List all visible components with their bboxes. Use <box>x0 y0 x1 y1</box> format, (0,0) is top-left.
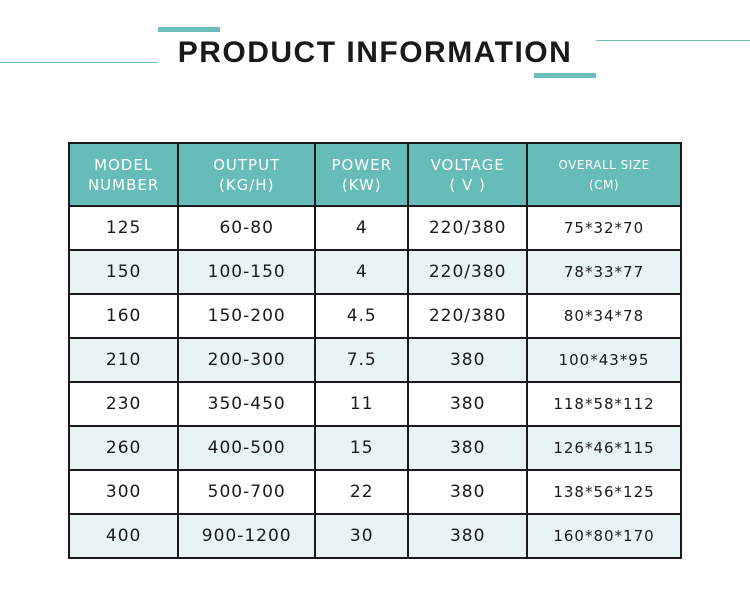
column-header: OUTPUT (KG/H) <box>177 142 317 207</box>
table-row: 260 400-500 15 380 126*46*115 <box>67 425 683 471</box>
table-cell: 400 <box>67 513 180 559</box>
table-cell: 100-150 <box>177 249 317 295</box>
decor-line <box>596 40 750 41</box>
table-cell: 160 <box>67 293 180 339</box>
table-cell: 900-1200 <box>177 513 317 559</box>
header-line: (KW) <box>341 175 382 194</box>
table-row: 150 100-150 4 220/380 78*33*77 <box>67 249 683 295</box>
column-header: VOLTAGE( V ) <box>407 142 528 207</box>
table-row: 230 350-450 11 380 118*58*112 <box>67 381 683 427</box>
table-cell: 160*80*170 <box>525 513 683 559</box>
table-cell: 30 <box>314 513 410 559</box>
header-line: ( V ) <box>449 175 486 194</box>
table-cell: 230 <box>67 381 180 427</box>
product-table: MODEL NUMBER OUTPUT (KG/H) POWER (KW) VOLTAGE(… <box>67 142 683 559</box>
header-line: NUMBER <box>87 175 160 194</box>
table-cell: 78*33*77 <box>525 249 683 295</box>
table-cell: 220/380 <box>407 249 528 295</box>
table-cell: 210 <box>67 337 180 383</box>
decor-line <box>534 73 596 78</box>
table-cell: 350-450 <box>177 381 317 427</box>
page-title: PRODUCT INFORMATION <box>177 36 573 69</box>
table-cell: 300 <box>67 469 180 515</box>
decor-line <box>0 62 158 63</box>
table-cell: 150-200 <box>177 293 317 339</box>
header-line: VOLTAGE <box>430 155 505 174</box>
table-cell: 22 <box>314 469 410 515</box>
header-line: MODEL <box>94 155 154 174</box>
header-line: (KG/H) <box>218 175 275 194</box>
table-cell: 400-500 <box>177 425 317 471</box>
table-cell: 500-700 <box>177 469 317 515</box>
table-cell: 126*46*115 <box>525 425 683 471</box>
column-header: POWER (KW) <box>314 142 410 207</box>
table-cell: 150 <box>67 249 180 295</box>
table-cell: 380 <box>407 337 528 383</box>
table-cell: 4 <box>314 205 410 251</box>
table-row: 160 150-200 4.5 220/380 80*34*78 <box>67 293 683 339</box>
table-cell: 260 <box>67 425 180 471</box>
table-cell: 4.5 <box>314 293 410 339</box>
table-cell: 220/380 <box>407 205 528 251</box>
table-cell: 380 <box>407 513 528 559</box>
table-cell: 80*34*78 <box>525 293 683 339</box>
table-cell: 200-300 <box>177 337 317 383</box>
table-cell: 138*56*125 <box>525 469 683 515</box>
table-cell: 220/380 <box>407 293 528 339</box>
column-header: OVERALL SIZE (CM) <box>525 142 683 207</box>
header-line: (CM) <box>588 177 620 192</box>
table-cell: 11 <box>314 381 410 427</box>
decor-line <box>158 27 220 32</box>
header-line: OVERALL SIZE <box>558 157 650 172</box>
table-cell: 380 <box>407 469 528 515</box>
table-cell: 60-80 <box>177 205 317 251</box>
table-cell: 15 <box>314 425 410 471</box>
header-line: POWER <box>331 155 393 174</box>
table-row: 210 200-300 7.5 380 100*43*95 <box>67 337 683 383</box>
table-cell: 380 <box>407 381 528 427</box>
column-header: MODEL NUMBER <box>67 142 180 207</box>
table-row: 400 900-1200 30 380 160*80*170 <box>67 513 683 559</box>
table-cell: 125 <box>67 205 180 251</box>
header-line: OUTPUT <box>213 155 281 174</box>
table-cell: 100*43*95 <box>525 337 683 383</box>
table-cell: 4 <box>314 249 410 295</box>
table-row: 125 60-80 4 220/380 75*32*70 <box>67 205 683 251</box>
table-cell: 380 <box>407 425 528 471</box>
table-cell: 118*58*112 <box>525 381 683 427</box>
table-row: 300 500-700 22 380 138*56*125 <box>67 469 683 515</box>
table-cell: 75*32*70 <box>525 205 683 251</box>
table-cell: 7.5 <box>314 337 410 383</box>
